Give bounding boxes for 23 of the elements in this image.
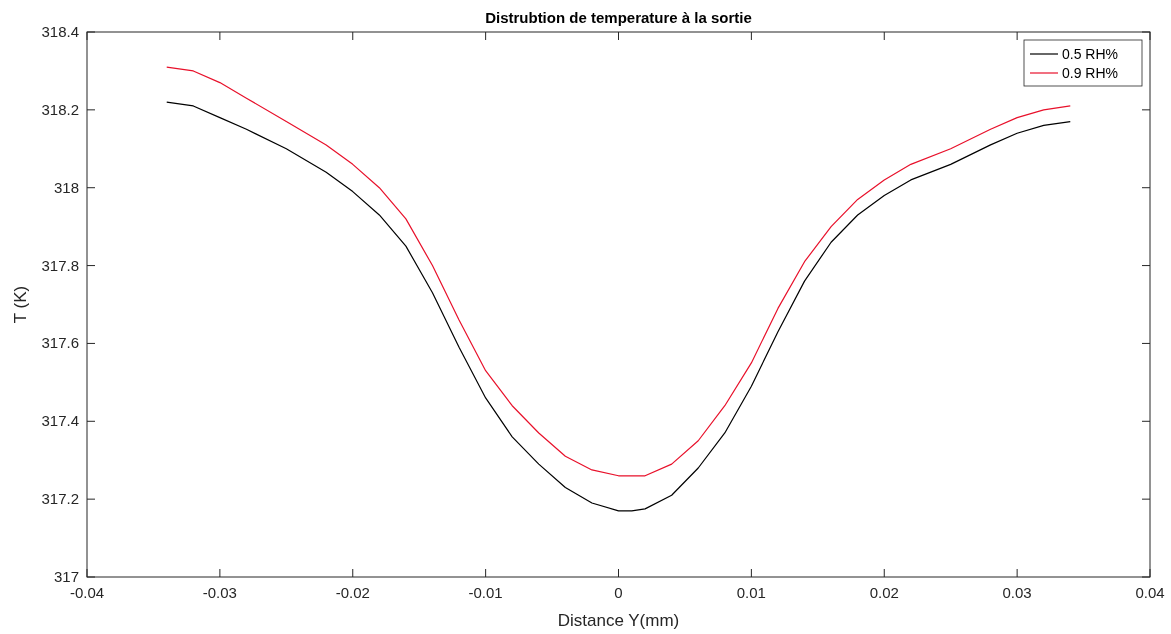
y-tick-label: 318.4 [41,23,79,40]
legend-label: 0.5 RH% [1062,46,1119,62]
y-tick-label: 317.2 [41,490,79,508]
x-tick-label: -0.04 [69,584,105,601]
line-series [166,101,1071,512]
y-tick-label: 317.8 [41,256,79,274]
x-tick-label: 0.03 [1002,584,1032,601]
x-tick-label: -0.02 [335,584,370,601]
x-tick-label: 0.04 [1135,584,1165,601]
x-tick-label: -0.01 [468,584,503,601]
x-axis-title: Distance Y(mm) [557,611,680,630]
x-tick-label: 0.02 [869,584,899,601]
y-tick-label: 318.2 [41,100,79,118]
y-tick-label: 317 [53,568,79,585]
x-tick-label: -0.03 [202,584,237,601]
x-tick-label: 0.01 [736,584,766,601]
y-tick-label: 317.4 [41,412,79,430]
y-tick-label: 318 [53,178,79,196]
y-tick-label: 317.6 [41,334,79,352]
y-axis-title: T (K) [11,285,30,324]
chart-title: Distrubtion de temperature à la sortie [485,9,752,26]
legend-label: 0.9 RH% [1062,65,1119,81]
x-tick-label: 0 [614,584,623,601]
